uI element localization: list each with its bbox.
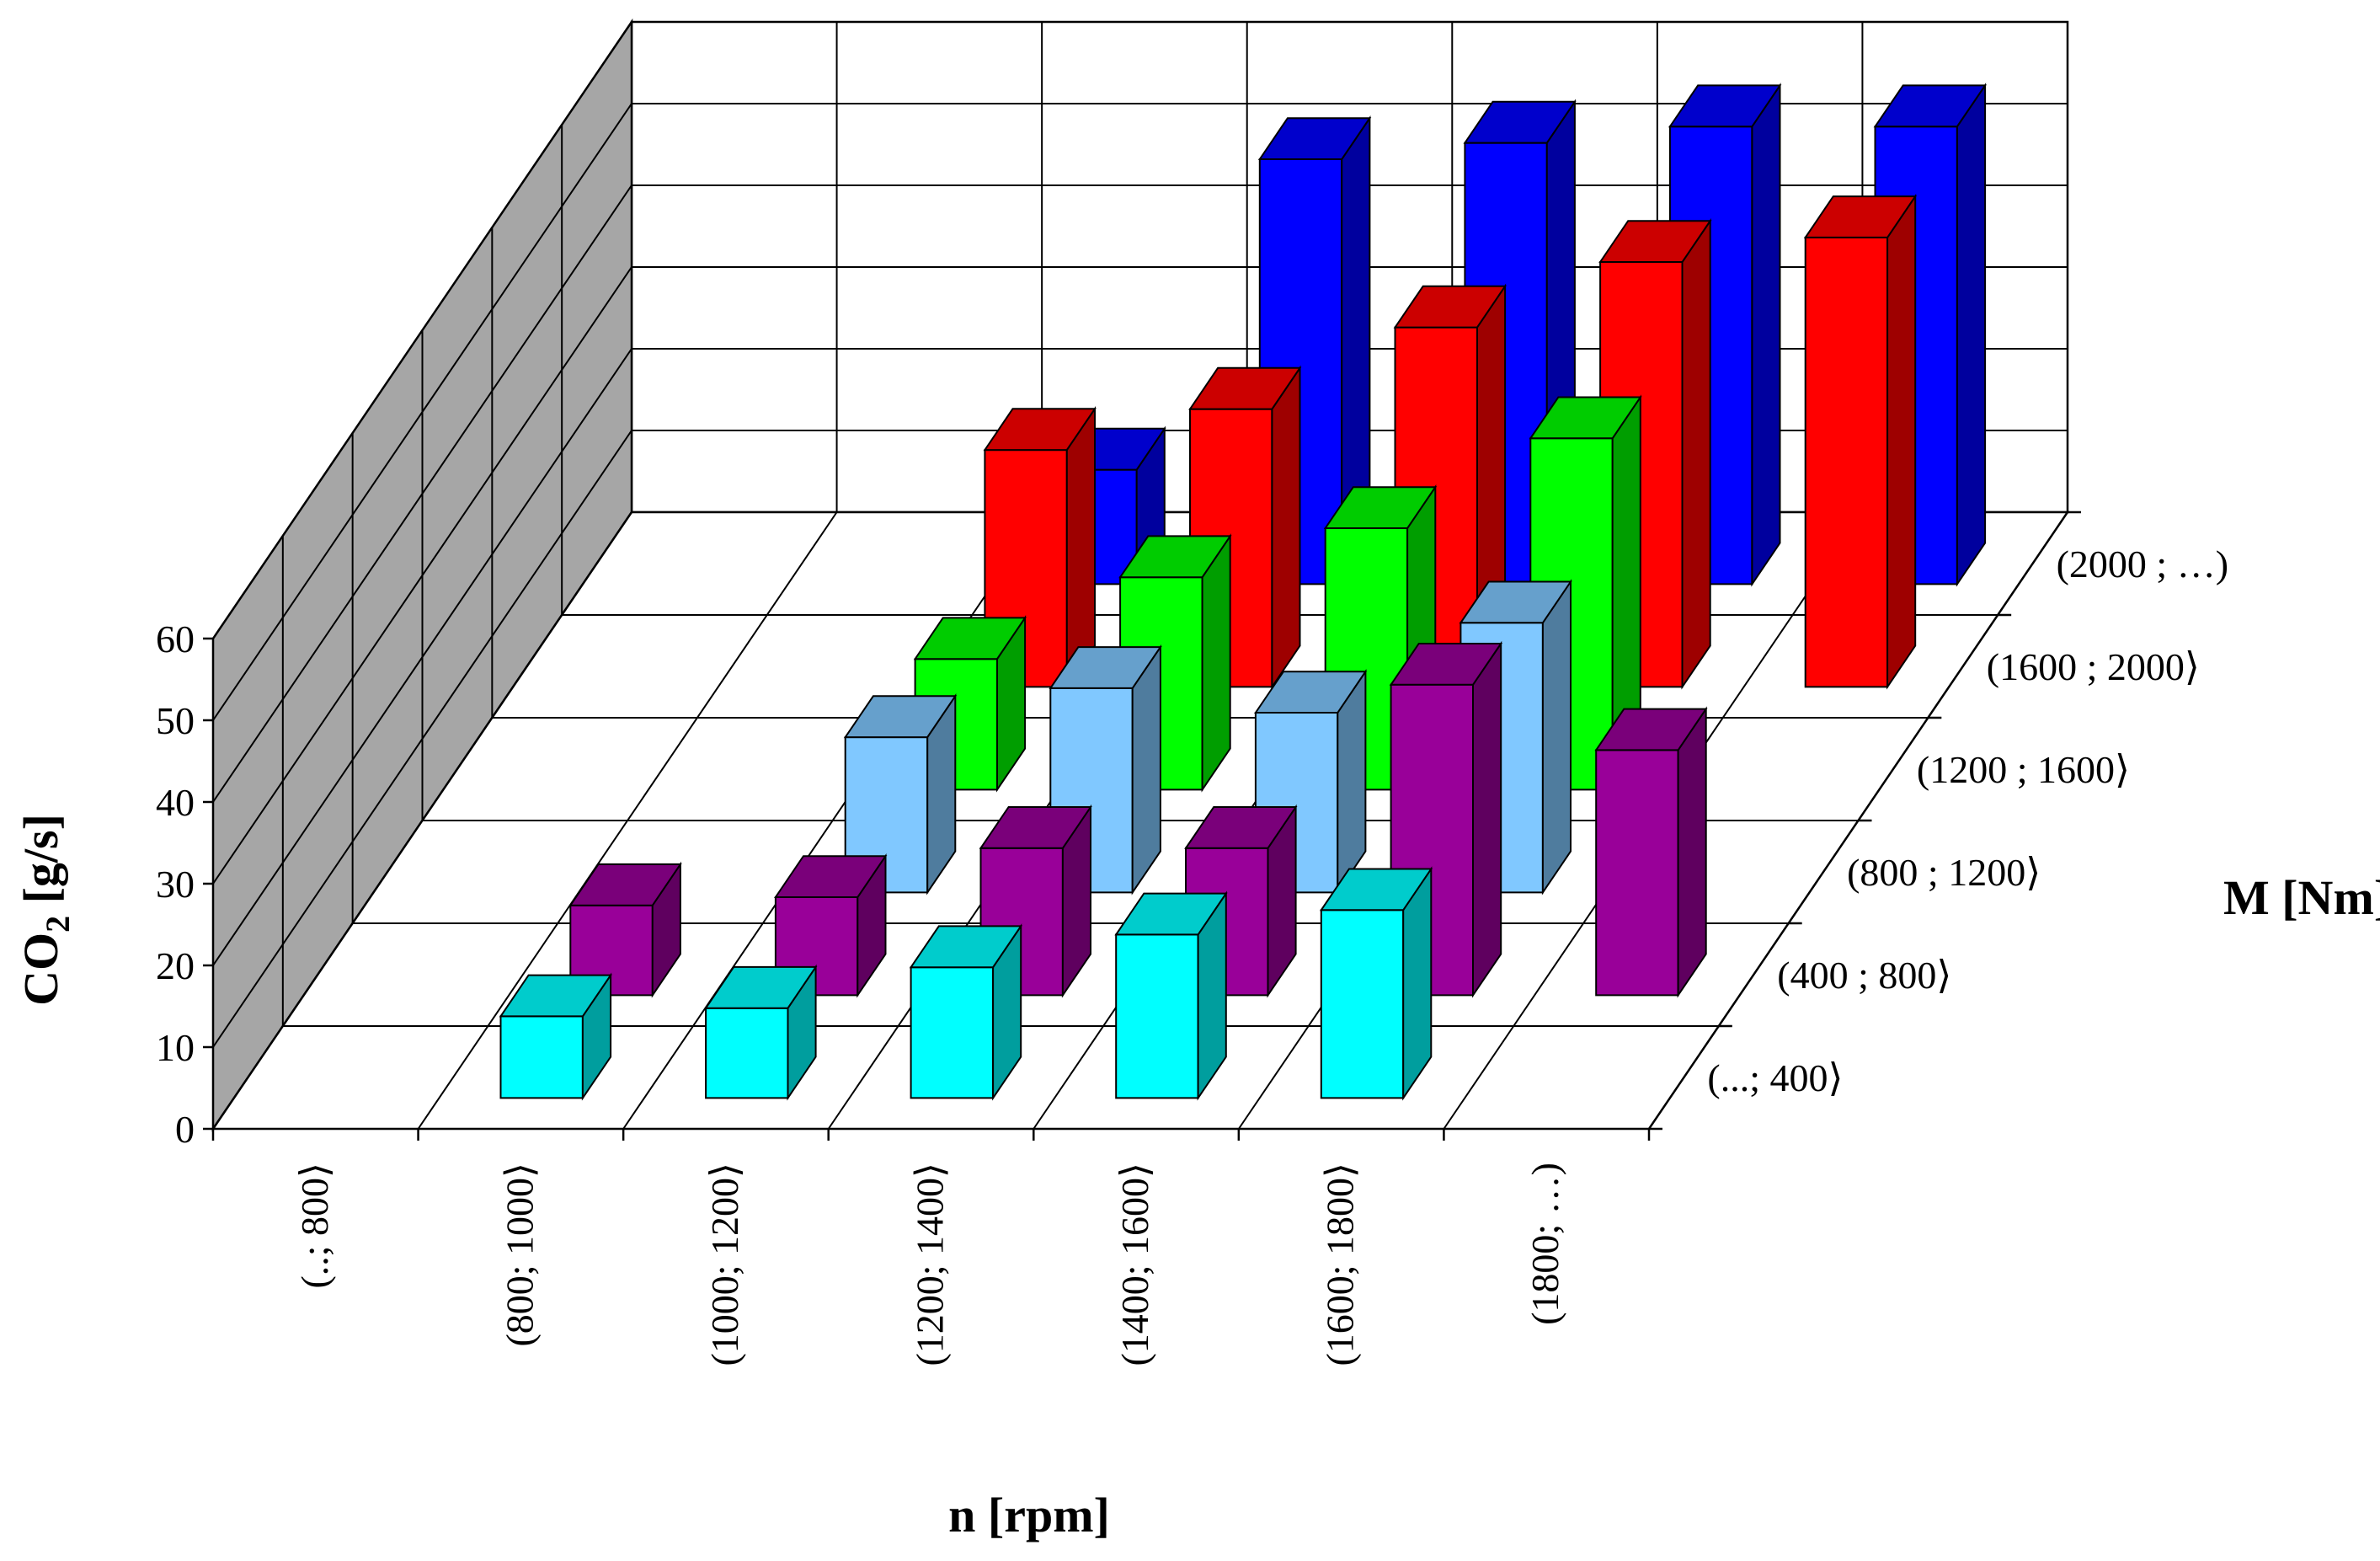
bar-top-face <box>983 408 1097 452</box>
z-tick-label: (...; 400⟩ <box>1707 1056 1843 1099</box>
bar-0-3 <box>909 923 1023 1101</box>
x-axis-title: n [rpm] <box>948 1488 1110 1542</box>
bar-2-2 <box>843 693 958 895</box>
bar-top-face <box>1594 708 1708 751</box>
bar-1-6 <box>1594 706 1708 998</box>
bar-top-face <box>499 974 612 1018</box>
bar-side-face <box>1677 706 1707 998</box>
bar-1-5 <box>1389 640 1503 998</box>
bar-top-face <box>1323 486 1438 529</box>
bar-front-face <box>1115 933 1199 1099</box>
chart-bars <box>499 83 1987 1101</box>
bar-front-face <box>1804 236 1889 688</box>
bar-front-face <box>1595 749 1679 997</box>
bar-top-face <box>909 925 1023 969</box>
y-tick-label: 0 <box>175 1108 195 1151</box>
bar-top-face <box>1529 396 1642 440</box>
bar-top-face <box>1188 366 1302 410</box>
y-tick-label: 10 <box>156 1026 195 1069</box>
y-tick-label: 60 <box>156 617 195 660</box>
bar-top-face <box>843 695 958 739</box>
y-tick-label: 40 <box>156 781 195 824</box>
bar-top-face <box>704 965 818 1009</box>
bar-top-face <box>979 806 1092 849</box>
bar-front-face <box>705 1007 789 1099</box>
bar-side-face <box>1065 406 1096 690</box>
x-tick-label: (1000; 1200⟩ <box>703 1163 746 1366</box>
bar-4-6 <box>1803 193 1918 690</box>
bar-top-face <box>1598 220 1712 263</box>
bar-top-face <box>1319 868 1433 911</box>
x-tick-label: (..; 800⟩ <box>293 1163 336 1289</box>
bar-front-face <box>499 1015 584 1099</box>
bar-top-face <box>1254 671 1368 714</box>
z-tick-label: (2000 ; …) <box>2057 543 2228 585</box>
z-axis-title: M [Nm] <box>2223 870 2380 925</box>
bar-side-face <box>1201 533 1231 793</box>
bar-front-face <box>910 966 995 1099</box>
bar-top-face <box>1184 806 1298 849</box>
z-tick-label: (1600 ; 2000⟩ <box>1987 645 2200 688</box>
z-tick-label: (400 ; 800⟩ <box>1777 954 1951 997</box>
bar-0-5 <box>1319 866 1433 1101</box>
bar-top-face <box>1803 195 1918 238</box>
bar-side-face <box>1472 640 1502 998</box>
x-tick-label: (1800; …) <box>1524 1163 1566 1325</box>
bar-top-face <box>1114 892 1228 936</box>
bar-front-face <box>1320 909 1405 1099</box>
bar-top-face <box>1463 100 1577 144</box>
bar-0-4 <box>1114 890 1228 1101</box>
bar-top-face <box>568 863 682 906</box>
bar-0-2 <box>704 964 818 1101</box>
y-axis-title: CO2 [g/s] <box>13 814 77 1006</box>
bar-1-1 <box>568 861 682 998</box>
bar-top-face <box>1459 580 1572 624</box>
bar-side-face <box>1681 217 1711 690</box>
x-tick-label: (1200; 1400⟩ <box>909 1163 952 1366</box>
bar-side-face <box>1886 193 1917 690</box>
bar-top-face <box>774 855 888 898</box>
bar-top-face <box>1668 84 1782 128</box>
bar-side-face <box>1751 83 1781 587</box>
bar-top-face <box>1049 646 1162 689</box>
bar-top-face <box>913 617 1027 660</box>
y-tick-label: 20 <box>156 944 195 987</box>
bar-side-face <box>1131 644 1161 895</box>
bar-side-face <box>1956 83 1987 587</box>
bar-0-1 <box>499 972 612 1101</box>
bar-top-face <box>1389 643 1503 686</box>
chart-labels: 0 10 20 30 40 50 60 (..; 800⟩ (800; 1000⟩ (1000; … <box>156 511 2228 1366</box>
bar-side-face <box>1271 365 1301 690</box>
bar-top-face <box>1393 285 1507 329</box>
bar-top-face <box>1118 535 1232 579</box>
bar-side-face <box>1541 579 1572 895</box>
bar-top-face <box>1873 84 1987 128</box>
y-tick-label: 50 <box>156 699 195 742</box>
bar-top-face <box>1257 117 1372 160</box>
y-tick-label: 30 <box>156 863 195 906</box>
x-tick-label: (1400; 1600⟩ <box>1113 1163 1156 1366</box>
x-tick-label: (1600; 1800⟩ <box>1319 1163 1362 1366</box>
bar-3-2 <box>913 615 1027 793</box>
z-tick-label: (800 ; 1200⟩ <box>1847 851 2041 894</box>
x-tick-label: (800; 1000⟩ <box>498 1163 541 1347</box>
z-tick-label: (1200 ; 1600⟩ <box>1917 748 2130 791</box>
